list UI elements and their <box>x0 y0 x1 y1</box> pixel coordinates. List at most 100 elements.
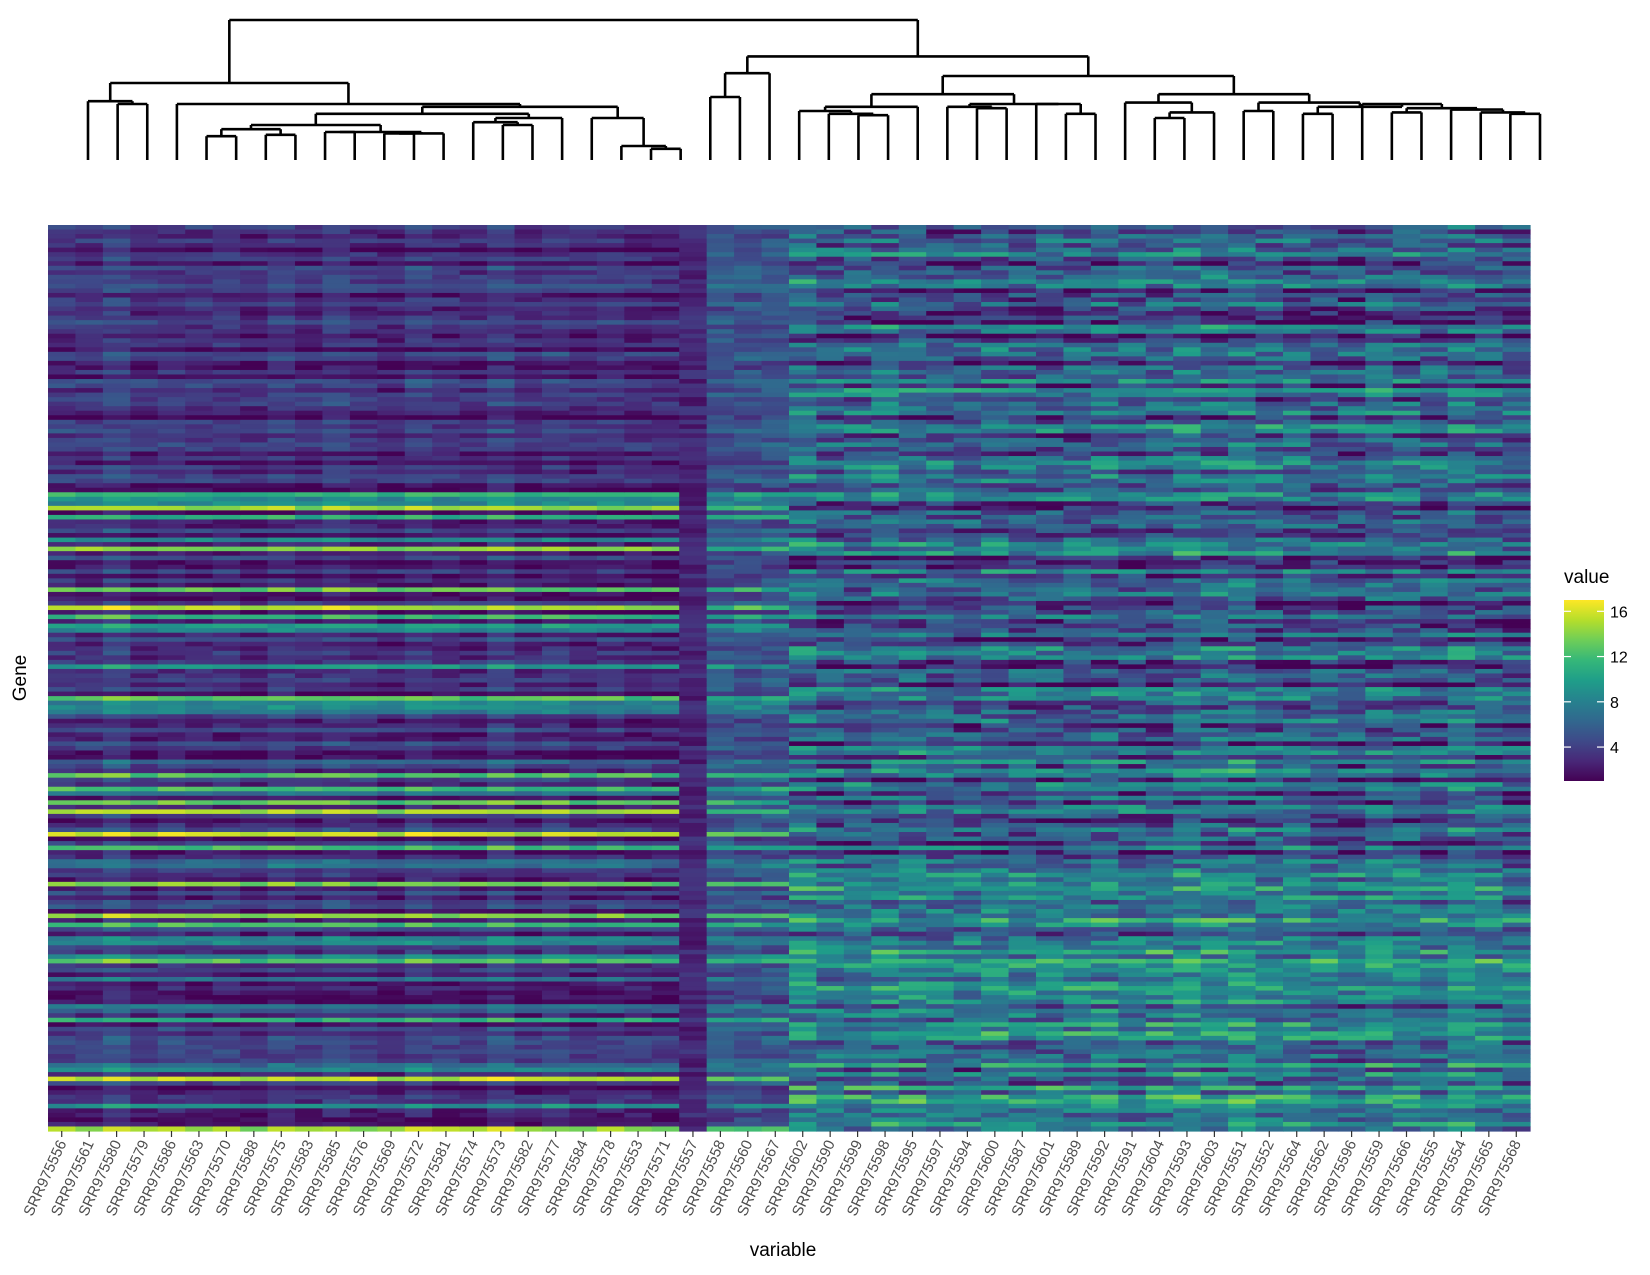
heatmap-cell <box>322 1044 351 1051</box>
heatmap-cell <box>569 954 598 960</box>
heatmap-cell <box>102 904 131 910</box>
heatmap-cell <box>212 564 241 570</box>
heatmap-cell <box>267 1017 296 1023</box>
heatmap-cell <box>212 1008 241 1014</box>
heatmap-cell <box>487 850 516 856</box>
heatmap-cell <box>542 818 571 824</box>
heatmap-cell <box>404 909 433 915</box>
heatmap-cell <box>596 238 625 244</box>
heatmap-cell <box>349 936 378 942</box>
heatmap-cell <box>240 736 269 743</box>
heatmap-cell <box>487 347 516 353</box>
heatmap-cell <box>542 1031 571 1037</box>
heatmap-cell <box>404 1063 433 1069</box>
heatmap-cell <box>130 809 159 815</box>
heatmap-cell <box>377 256 406 262</box>
heatmap-cell <box>48 324 77 330</box>
heatmap-cell <box>542 850 571 856</box>
heatmap-cell <box>185 428 214 434</box>
heatmap-cell <box>185 456 214 462</box>
heatmap-cell <box>322 940 351 946</box>
heatmap-cell <box>679 519 708 525</box>
heatmap-cell <box>185 256 214 262</box>
heatmap-cell <box>240 655 269 661</box>
heatmap-cell <box>651 546 680 552</box>
heatmap-cell <box>651 696 680 702</box>
heatmap-cell <box>185 655 214 661</box>
heatmap-cell <box>349 288 378 294</box>
heatmap-cell <box>130 560 159 566</box>
heatmap-cell <box>624 256 653 262</box>
heatmap-cell <box>157 397 186 403</box>
heatmap-cell <box>651 886 680 892</box>
heatmap-cell <box>377 356 406 362</box>
heatmap-cell <box>377 483 406 489</box>
heatmap-cell <box>542 777 571 783</box>
heatmap-cell <box>322 243 351 249</box>
heatmap-cell <box>349 1040 378 1046</box>
heatmap-cell <box>185 1053 214 1060</box>
heatmap-cell <box>596 320 625 326</box>
heatmap-cell <box>624 709 653 715</box>
heatmap-cell <box>542 945 571 951</box>
heatmap-cell <box>596 582 625 588</box>
heatmap-cell <box>651 1121 680 1128</box>
heatmap-cell <box>651 1058 680 1064</box>
heatmap-cell <box>569 587 598 593</box>
heatmap-cell <box>295 591 324 598</box>
heatmap-cell <box>487 351 516 357</box>
heatmap-cell <box>322 967 351 974</box>
heatmap-cell <box>157 750 186 756</box>
heatmap-cell <box>322 283 351 290</box>
heatmap-cell <box>377 555 406 561</box>
heatmap-cell <box>459 283 488 290</box>
heatmap-cell <box>542 786 571 792</box>
heatmap-cell <box>624 637 653 643</box>
heatmap-cell <box>102 523 131 530</box>
heatmap-cell <box>349 655 378 661</box>
heatmap-cell <box>267 496 296 502</box>
heatmap-cell <box>377 936 406 942</box>
heatmap-cell <box>185 881 214 887</box>
heatmap-cell <box>596 782 625 788</box>
heatmap-cell <box>432 487 461 493</box>
heatmap-cell <box>102 1049 131 1055</box>
heatmap-cell <box>651 714 680 720</box>
heatmap-cell <box>377 809 406 815</box>
heatmap-cell <box>75 542 104 548</box>
heatmap-cell <box>349 1094 378 1100</box>
heatmap-cell <box>569 791 598 797</box>
heatmap-cell <box>267 1090 296 1096</box>
heatmap-cell <box>487 433 516 439</box>
heatmap-cell <box>404 428 433 434</box>
heatmap-cell <box>75 338 104 344</box>
heatmap-cell <box>569 365 598 371</box>
heatmap-cell <box>157 868 186 874</box>
heatmap-cell <box>459 587 488 593</box>
heatmap-cell <box>102 1072 131 1078</box>
heatmap-cell <box>459 238 488 244</box>
heatmap-cell <box>377 927 406 933</box>
heatmap-cell <box>267 483 296 489</box>
heatmap-cell <box>240 1049 269 1055</box>
heatmap-cell <box>185 496 214 502</box>
heatmap-cell <box>48 986 77 992</box>
heatmap-cell <box>322 342 351 348</box>
heatmap-cell <box>75 415 104 421</box>
heatmap-cell <box>48 261 77 267</box>
heatmap-cell <box>596 379 625 385</box>
heatmap-cell <box>322 514 351 521</box>
heatmap-cell <box>322 990 351 996</box>
heatmap-cell <box>569 465 598 471</box>
heatmap-cell <box>596 804 625 810</box>
heatmap-cell <box>404 755 433 761</box>
heatmap-cell <box>185 369 214 376</box>
heatmap-cell <box>295 836 324 842</box>
heatmap-cell <box>212 424 241 430</box>
heatmap-cell <box>542 628 571 634</box>
heatmap-cell <box>157 610 186 616</box>
heatmap-cell <box>706 360 735 367</box>
heatmap-cell <box>322 1112 351 1119</box>
heatmap-cell <box>459 904 488 910</box>
heatmap-cell <box>102 732 131 738</box>
